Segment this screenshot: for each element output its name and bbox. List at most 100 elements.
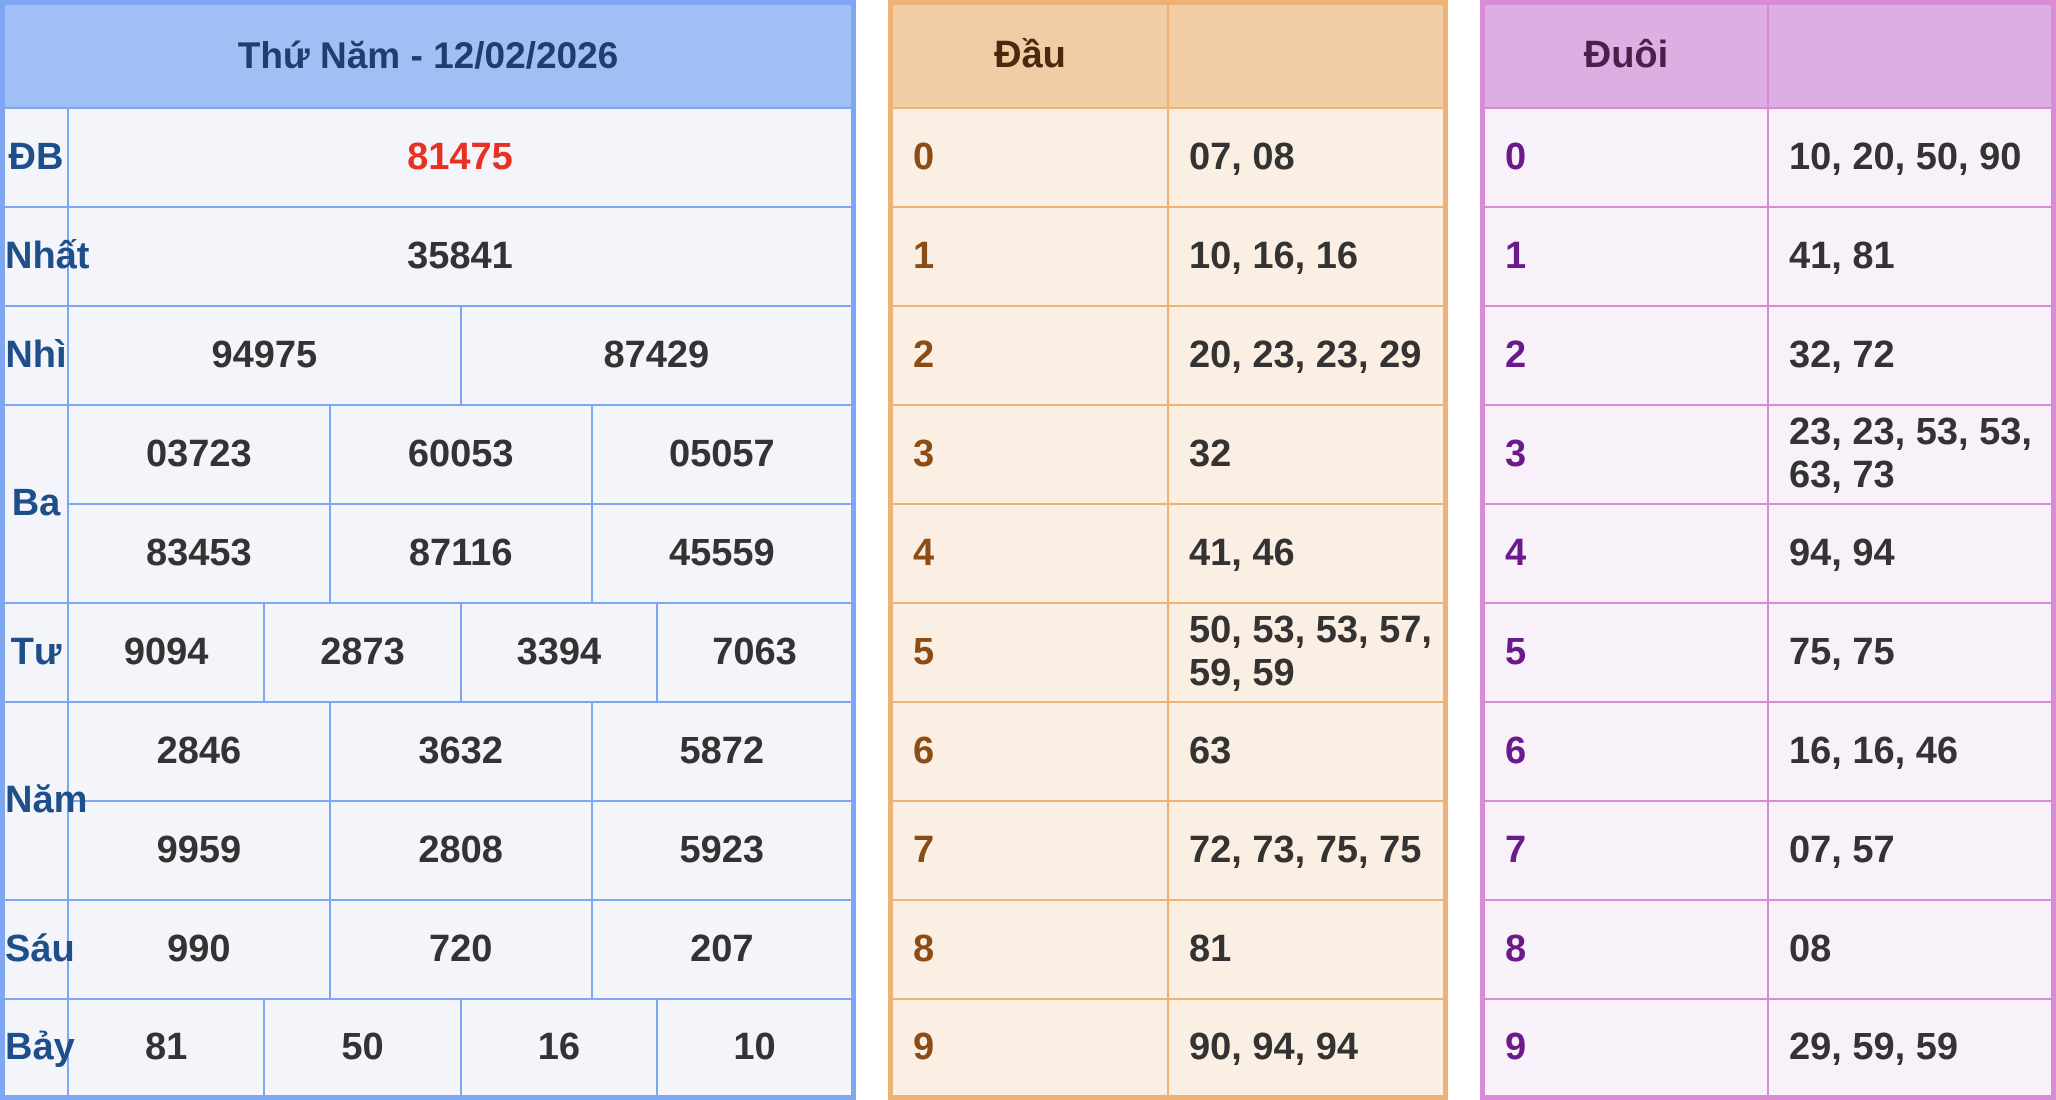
duoi-numbers: 10, 20, 50, 90 xyxy=(1767,106,2055,208)
dau-digit: 9 xyxy=(889,997,1169,1099)
prize-value: 5923 xyxy=(590,799,855,901)
prize-value: 83453 xyxy=(66,502,331,604)
duoi-row: 8 08 xyxy=(1481,898,2055,1000)
prize-value: 87429 xyxy=(459,304,855,406)
duoi-digit: 1 xyxy=(1481,205,1769,307)
duoi-digit: 9 xyxy=(1481,997,1769,1099)
dau-row: 7 72, 73, 75, 75 xyxy=(889,799,1447,901)
duoi-row: 9 29, 59, 59 xyxy=(1481,997,2055,1099)
prize-value: 720 xyxy=(328,898,593,1000)
results-table: Thứ Năm - 12/02/2026 ĐB 81475 Nhất 35841 N… xyxy=(0,0,856,1100)
duoi-table: Đuôi 0 10, 20, 50, 90 1 41, 81 2 32, 72 3 23, 2… xyxy=(1480,0,2056,1100)
prize-value: 2873 xyxy=(263,601,462,703)
prize-value: 9094 xyxy=(66,601,266,703)
duoi-numbers: 08 xyxy=(1767,898,2055,1000)
duoi-row: 1 41, 81 xyxy=(1481,205,2055,307)
dau-row: 0 07, 08 xyxy=(889,106,1447,208)
prize-value: 03723 xyxy=(66,403,331,505)
prize-value: 990 xyxy=(66,898,331,1000)
dau-row: 9 90, 94, 94 xyxy=(889,997,1447,1099)
dau-digit: 0 xyxy=(889,106,1169,208)
prize-label-sau: Sáu xyxy=(1,898,75,1000)
duoi-row: 5 75, 75 xyxy=(1481,601,2055,703)
dau-digit: 4 xyxy=(889,502,1169,604)
duoi-numbers: 07, 57 xyxy=(1767,799,2055,901)
dau-digit: 5 xyxy=(889,601,1169,703)
dau-header-empty xyxy=(1167,1,1447,109)
duoi-numbers: 32, 72 xyxy=(1767,304,2055,406)
duoi-digit: 0 xyxy=(1481,106,1769,208)
prize-value: 9959 xyxy=(66,799,331,901)
prize-value: 3394 xyxy=(459,601,659,703)
dau-row: 8 81 xyxy=(889,898,1447,1000)
prize-label-nhat: Nhất xyxy=(1,205,89,307)
prize-value: 3632 xyxy=(328,700,593,802)
prize-value: 2846 xyxy=(66,700,331,802)
duoi-digit: 4 xyxy=(1481,502,1769,604)
prize-value: 2808 xyxy=(328,799,593,901)
duoi-numbers: 94, 94 xyxy=(1767,502,2055,604)
prize-label-db: ĐB xyxy=(1,106,69,208)
dau-numbers: 10, 16, 16 xyxy=(1167,205,1447,307)
dau-table: Đầu 0 07, 08 1 10, 16, 16 2 20, 23, 23, 29 3 32… xyxy=(888,0,1448,1100)
prize-label-ba: Ba xyxy=(1,403,69,604)
duoi-numbers: 75, 75 xyxy=(1767,601,2055,703)
prize-value: 60053 xyxy=(328,403,593,505)
dau-row: 4 41, 46 xyxy=(889,502,1447,604)
duoi-digit: 7 xyxy=(1481,799,1769,901)
results-title: Thứ Năm - 12/02/2026 xyxy=(1,1,855,109)
prize-value: 10 xyxy=(656,997,855,1099)
dau-row: 1 10, 16, 16 xyxy=(889,205,1447,307)
duoi-digit: 8 xyxy=(1481,898,1769,1000)
prize-value: 81 xyxy=(66,997,266,1099)
prize-label-tu: Tư xyxy=(1,601,69,703)
duoi-header: Đuôi xyxy=(1481,1,1769,109)
duoi-numbers: 29, 59, 59 xyxy=(1767,997,2055,1099)
dau-digit: 7 xyxy=(889,799,1169,901)
dau-digit: 6 xyxy=(889,700,1169,802)
dau-row: 6 63 xyxy=(889,700,1447,802)
prize-db-value: 81475 xyxy=(66,106,855,208)
prize-value: 35841 xyxy=(66,205,855,307)
prize-value: 87116 xyxy=(328,502,593,604)
duoi-row: 6 16, 16, 46 xyxy=(1481,700,2055,802)
dau-header: Đầu xyxy=(889,1,1169,109)
duoi-digit: 2 xyxy=(1481,304,1769,406)
duoi-digit: 5 xyxy=(1481,601,1769,703)
dau-row: 5 50, 53, 53, 57, 59, 59 xyxy=(889,601,1447,703)
duoi-numbers: 23, 23, 53, 53, 63, 73 xyxy=(1767,403,2055,505)
prize-label-nhi: Nhì xyxy=(1,304,69,406)
dau-numbers: 50, 53, 53, 57, 59, 59 xyxy=(1167,601,1447,703)
duoi-digit: 6 xyxy=(1481,700,1769,802)
dau-row: 2 20, 23, 23, 29 xyxy=(889,304,1447,406)
prize-label-bay: Bảy xyxy=(1,997,75,1099)
duoi-header-empty xyxy=(1767,1,2055,109)
dau-row: 3 32 xyxy=(889,403,1447,505)
dau-numbers: 81 xyxy=(1167,898,1447,1000)
prize-value: 05057 xyxy=(590,403,855,505)
duoi-numbers: 16, 16, 46 xyxy=(1767,700,2055,802)
dau-numbers: 41, 46 xyxy=(1167,502,1447,604)
prize-value: 50 xyxy=(263,997,462,1099)
prize-value: 5872 xyxy=(590,700,855,802)
duoi-row: 0 10, 20, 50, 90 xyxy=(1481,106,2055,208)
prize-label-nam: Năm xyxy=(1,700,87,901)
prize-value: 94975 xyxy=(66,304,462,406)
dau-numbers: 63 xyxy=(1167,700,1447,802)
duoi-row: 7 07, 57 xyxy=(1481,799,2055,901)
dau-numbers: 32 xyxy=(1167,403,1447,505)
dau-digit: 8 xyxy=(889,898,1169,1000)
dau-digit: 2 xyxy=(889,304,1169,406)
duoi-digit: 3 xyxy=(1481,403,1769,505)
prize-value: 16 xyxy=(459,997,659,1099)
duoi-row: 2 32, 72 xyxy=(1481,304,2055,406)
dau-numbers: 72, 73, 75, 75 xyxy=(1167,799,1447,901)
duoi-row: 3 23, 23, 53, 53, 63, 73 xyxy=(1481,403,2055,505)
dau-numbers: 20, 23, 23, 29 xyxy=(1167,304,1447,406)
duoi-row: 4 94, 94 xyxy=(1481,502,2055,604)
prize-value: 45559 xyxy=(590,502,855,604)
dau-digit: 1 xyxy=(889,205,1169,307)
dau-numbers: 90, 94, 94 xyxy=(1167,997,1447,1099)
prize-value: 207 xyxy=(590,898,855,1000)
dau-numbers: 07, 08 xyxy=(1167,106,1447,208)
